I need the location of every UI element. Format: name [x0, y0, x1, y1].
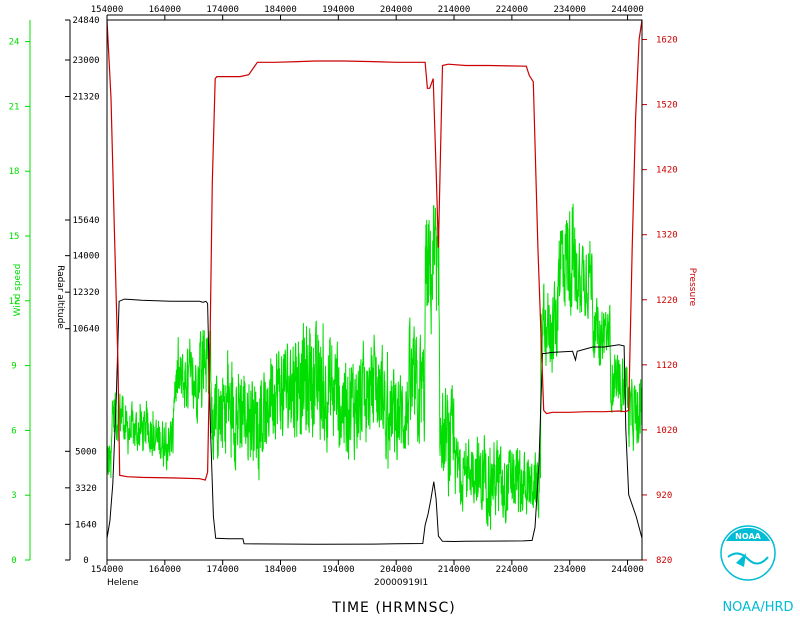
- altitude-tick-label: 14000: [72, 252, 99, 262]
- radar-altitude-line: [106, 298, 643, 545]
- wind-tick-label: 0: [11, 556, 16, 566]
- altitude-tick-label: 0: [83, 556, 88, 566]
- right-axis: 820 920 1020 1120 1220 1320 1420 1520 1620: [642, 36, 678, 566]
- wind-speed-line: [106, 203, 643, 530]
- plot-frame: [106, 19, 643, 561]
- altitude-tick-label: 12320: [72, 288, 99, 298]
- altitude-tick-label: 24840: [72, 16, 99, 26]
- x-tick-label-top: 234000: [553, 5, 586, 15]
- pressure-tick-label: 1220: [656, 296, 678, 306]
- pressure-tick-label: 1420: [656, 166, 678, 176]
- altitude-tick-label: 3320: [75, 484, 97, 494]
- x-tick-label-top: 194000: [322, 5, 355, 15]
- storm-name: Helene: [107, 578, 139, 588]
- altitude-tick-label: 21320: [72, 93, 99, 103]
- x-tick-label-top: 244000: [611, 5, 644, 15]
- bottom-axis: 154000 164000 174000 184000 194000 204000 2140…: [91, 560, 644, 575]
- x-tick-label-top: 184000: [264, 5, 297, 15]
- top-axis: 154000 164000 174000 184000 194000 204000 2140…: [91, 5, 644, 20]
- pressure-tick-label: 1020: [656, 426, 678, 436]
- x-tick-label-bottom: 214000: [438, 565, 471, 575]
- plot-area: [106, 19, 643, 545]
- wind-tick-label: 12: [9, 297, 20, 307]
- altitude-tick-label: 15640: [72, 216, 99, 226]
- pressure-tick-label: 1520: [656, 101, 678, 111]
- x-tick-label-top: 214000: [438, 5, 471, 15]
- logo-emblem-text: NOAA: [735, 532, 761, 541]
- x-tick-label-bottom: 184000: [264, 565, 297, 575]
- pressure-line: [106, 19, 643, 481]
- altitude-tick-label: 10640: [72, 325, 99, 335]
- altitude-tick-label: 5000: [75, 447, 97, 457]
- wind-tick-label: 21: [9, 102, 20, 112]
- wind-axis-label: Wind speed: [13, 264, 23, 317]
- left-axes: 0 3 6 9 12 15 18 21 24 0 1640 3320 5000 10640 12320 140…: [9, 16, 100, 566]
- x-tick-label-bottom: 194000: [322, 565, 355, 575]
- x-tick-label-bottom: 244000: [611, 565, 644, 575]
- x-tick-label-bottom: 204000: [380, 565, 413, 575]
- pressure-tick-label: 1620: [656, 36, 678, 46]
- pressure-tick-label: 1120: [656, 361, 678, 371]
- noaa-hrd-label: NOAA/HRD: [722, 600, 793, 615]
- x-tick-label-bottom: 174000: [206, 565, 239, 575]
- wind-tick-label: 6: [11, 426, 16, 436]
- wind-tick-label: 15: [9, 232, 20, 242]
- x-tick-label-top: 174000: [206, 5, 239, 15]
- altitude-axis-label: Radar altitude: [55, 265, 65, 329]
- altitude-tick-label: 1640: [75, 520, 97, 530]
- x-tick-label-top: 224000: [496, 5, 529, 15]
- x-tick-label-bottom: 154000: [91, 565, 124, 575]
- pressure-axis-label: Pressure: [687, 268, 697, 307]
- x-tick-label-bottom: 164000: [149, 565, 182, 575]
- x-tick-label-bottom: 224000: [496, 565, 529, 575]
- wind-tick-label: 3: [11, 491, 16, 501]
- x-tick-label-top: 164000: [149, 5, 182, 15]
- x-tick-label-top: 154000: [91, 5, 124, 15]
- x-tick-label-top: 204000: [380, 5, 413, 15]
- noaa-logo: NOAA: [720, 525, 776, 581]
- pressure-tick-label: 920: [656, 491, 672, 501]
- pressure-tick-label: 1320: [656, 231, 678, 241]
- date-code: 20000919I1: [374, 578, 428, 588]
- pressure-tick-label: 820: [656, 556, 672, 566]
- wind-tick-label: 18: [9, 167, 20, 177]
- x-axis-title: TIME (HRMNSC): [331, 600, 455, 616]
- wind-tick-label: 9: [11, 362, 16, 372]
- wind-tick-label: 24: [9, 38, 20, 48]
- x-tick-label-bottom: 234000: [553, 565, 586, 575]
- altitude-tick-label: 23000: [72, 56, 99, 66]
